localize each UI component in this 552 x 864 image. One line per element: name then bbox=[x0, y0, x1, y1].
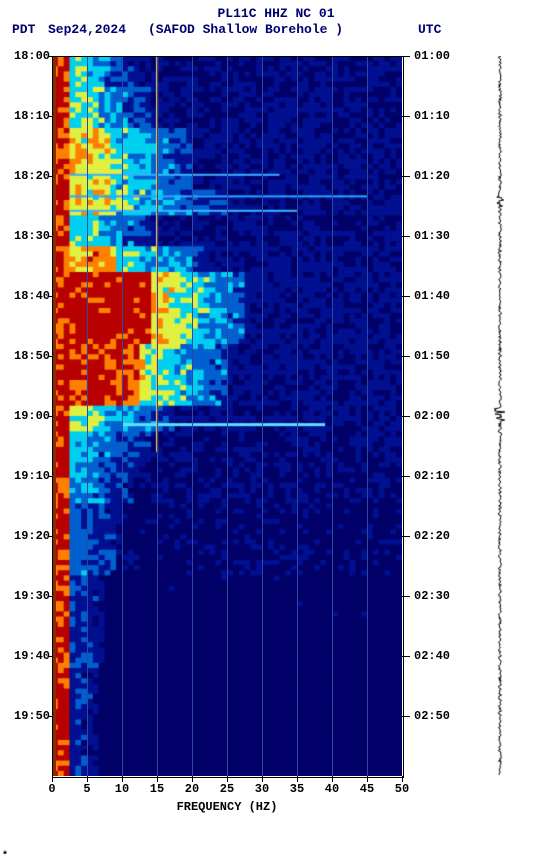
y-left-tick: 19:50 bbox=[14, 709, 50, 723]
grid-vline bbox=[227, 56, 228, 776]
y-left-tick-mark bbox=[48, 536, 52, 537]
y-left-tick: 19:20 bbox=[14, 529, 50, 543]
y-right-tick: 01:50 bbox=[414, 349, 450, 363]
y-left-tick: 18:20 bbox=[14, 169, 50, 183]
y-right-tick-mark bbox=[402, 236, 410, 237]
x-tick: 25 bbox=[220, 782, 234, 796]
y-right-tick: 01:00 bbox=[414, 49, 450, 63]
y-left-tick-mark bbox=[48, 236, 52, 237]
y-right-tick-mark bbox=[402, 716, 410, 717]
x-tick-mark bbox=[262, 776, 263, 782]
y-left-tick-mark bbox=[48, 56, 52, 57]
y-right-tick: 02:40 bbox=[414, 649, 450, 663]
x-tick-mark bbox=[297, 776, 298, 782]
y-right-tick: 01:40 bbox=[414, 289, 450, 303]
x-tick-mark bbox=[332, 776, 333, 782]
right-timezone-label: UTC bbox=[418, 22, 441, 37]
grid-vline bbox=[297, 56, 298, 776]
x-tick: 20 bbox=[185, 782, 199, 796]
y-right-tick: 02:10 bbox=[414, 469, 450, 483]
y-right-tick: 01:10 bbox=[414, 109, 450, 123]
y-left-tick: 19:10 bbox=[14, 469, 50, 483]
x-tick: 45 bbox=[360, 782, 374, 796]
location-label: (SAFOD Shallow Borehole ) bbox=[148, 22, 343, 37]
y-right-tick-mark bbox=[402, 356, 410, 357]
y-right-tick: 02:20 bbox=[414, 529, 450, 543]
x-tick-mark bbox=[87, 776, 88, 782]
grid-vline bbox=[332, 56, 333, 776]
chart-title: PL11C HHZ NC 01 bbox=[0, 6, 552, 21]
y-left-tick-mark bbox=[48, 416, 52, 417]
x-tick-mark bbox=[402, 776, 403, 782]
y-left-tick: 19:30 bbox=[14, 589, 50, 603]
y-left-tick-mark bbox=[48, 656, 52, 657]
x-tick: 40 bbox=[325, 782, 339, 796]
x-tick: 50 bbox=[395, 782, 409, 796]
grid-vline bbox=[87, 56, 88, 776]
grid-vline bbox=[157, 56, 158, 776]
x-tick: 5 bbox=[83, 782, 90, 796]
side-waveform-canvas bbox=[490, 56, 510, 776]
y-right-tick: 01:20 bbox=[414, 169, 450, 183]
x-tick-mark bbox=[52, 776, 53, 782]
y-right-tick-mark bbox=[402, 416, 410, 417]
y-right-tick-mark bbox=[402, 536, 410, 537]
y-right-tick-mark bbox=[402, 656, 410, 657]
date-label: Sep24,2024 bbox=[48, 22, 126, 37]
x-tick-mark bbox=[122, 776, 123, 782]
y-left-tick: 19:00 bbox=[14, 409, 50, 423]
x-tick: 30 bbox=[255, 782, 269, 796]
y-right-tick: 01:30 bbox=[414, 229, 450, 243]
x-tick-mark bbox=[192, 776, 193, 782]
y-right-tick-mark bbox=[402, 56, 410, 57]
y-right-tick-mark bbox=[402, 476, 410, 477]
x-tick: 15 bbox=[150, 782, 164, 796]
x-axis-label: FREQUENCY (HZ) bbox=[52, 800, 402, 814]
y-right-tick-mark bbox=[402, 116, 410, 117]
grid-vline bbox=[122, 56, 123, 776]
y-right-tick-mark bbox=[402, 296, 410, 297]
y-left-tick-mark bbox=[48, 596, 52, 597]
y-left-tick-mark bbox=[48, 716, 52, 717]
y-left-tick: 18:30 bbox=[14, 229, 50, 243]
y-left-tick: 19:40 bbox=[14, 649, 50, 663]
grid-vline bbox=[192, 56, 193, 776]
y-left-tick-mark bbox=[48, 176, 52, 177]
x-tick-mark bbox=[227, 776, 228, 782]
y-left-tick: 18:10 bbox=[14, 109, 50, 123]
grid-vline bbox=[262, 56, 263, 776]
y-right-tick: 02:30 bbox=[414, 589, 450, 603]
y-left-tick-mark bbox=[48, 116, 52, 117]
x-tick-mark bbox=[157, 776, 158, 782]
y-right-tick: 02:00 bbox=[414, 409, 450, 423]
y-left-tick-mark bbox=[48, 296, 52, 297]
x-tick: 0 bbox=[48, 782, 55, 796]
y-right-tick-mark bbox=[402, 596, 410, 597]
y-left-tick-mark bbox=[48, 476, 52, 477]
x-tick-mark bbox=[367, 776, 368, 782]
y-left-tick-mark bbox=[48, 356, 52, 357]
spectrogram-plot bbox=[52, 56, 402, 776]
low-freq-strip bbox=[52, 56, 56, 776]
y-right-tick-mark bbox=[402, 176, 410, 177]
y-left-tick: 18:40 bbox=[14, 289, 50, 303]
page: PL11C HHZ NC 01 PDT Sep24,2024 (SAFOD Sh… bbox=[0, 0, 552, 864]
y-left-tick: 18:00 bbox=[14, 49, 50, 63]
x-tick: 35 bbox=[290, 782, 304, 796]
grid-vline bbox=[367, 56, 368, 776]
side-waveform bbox=[490, 56, 510, 776]
y-left-tick: 18:50 bbox=[14, 349, 50, 363]
y-right-tick: 02:50 bbox=[414, 709, 450, 723]
left-timezone-label: PDT bbox=[12, 22, 35, 37]
corner-mark: * bbox=[2, 851, 8, 862]
x-tick: 10 bbox=[115, 782, 129, 796]
